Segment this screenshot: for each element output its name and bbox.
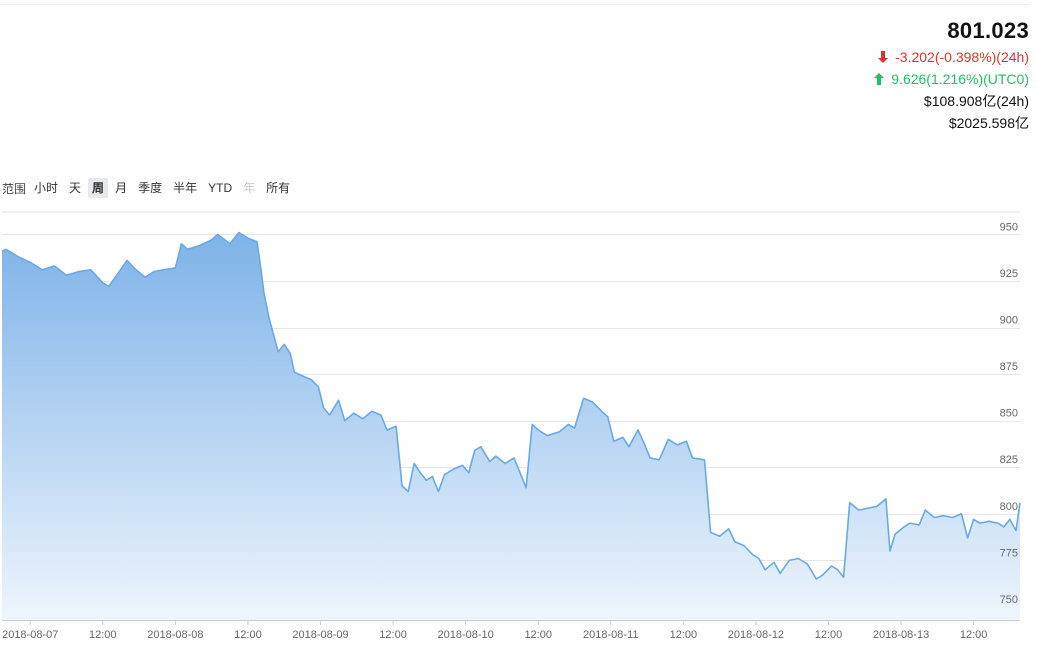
top-divider (0, 4, 1030, 5)
y-tick-label: 950 (1000, 221, 1018, 233)
x-tick-label: 2018-08-13 (873, 629, 929, 641)
x-tick-label: 2018-08-09 (292, 629, 348, 641)
x-tick-label: 12:00 (379, 629, 407, 641)
range-option-all[interactable]: 所有 (266, 181, 291, 195)
arrow-down-icon (878, 51, 889, 63)
range-option-week[interactable]: 周 (88, 178, 109, 198)
x-tick-label: 2018-08-10 (438, 629, 494, 641)
y-axis: 750 775 800 825 850 875 900 925 950 (1000, 221, 1018, 606)
series-area (2, 232, 1020, 620)
y-tick-label: 800 (1000, 501, 1018, 513)
range-selector: 范围 小时 天 周 月 季度 半年 YTD 年 所有 (2, 178, 297, 198)
range-option-hour[interactable]: 小时 (34, 181, 59, 195)
y-tick-label: 900 (1000, 315, 1018, 327)
x-tick-label: 12:00 (89, 629, 117, 641)
y-tick-label: 775 (1000, 547, 1018, 559)
price-chart[interactable]: 750 775 800 825 850 875 900 925 950 2018-08-07 12… (0, 205, 1030, 649)
range-option-month[interactable]: 月 (115, 181, 128, 195)
x-tick-label: 12:00 (815, 629, 843, 641)
x-axis: 2018-08-07 12:00 2018-08-08 12:00 2018-08-09… (2, 620, 987, 641)
range-option-day[interactable]: 天 (69, 181, 82, 195)
range-option-quarter[interactable]: 季度 (138, 181, 163, 195)
x-tick-label: 12:00 (960, 629, 988, 641)
range-option-half-year[interactable]: 半年 (173, 181, 198, 195)
y-tick-label: 925 (1000, 268, 1018, 280)
range-option-ytd[interactable]: YTD (208, 181, 233, 195)
range-option-year[interactable]: 年 (243, 181, 256, 195)
change-24h-value: -3.202(-0.398%)(24h) (895, 49, 1029, 65)
y-tick-label: 875 (1000, 361, 1018, 373)
current-price: 801.023 (947, 18, 1029, 43)
arrow-up-icon (874, 73, 885, 85)
x-tick-label: 12:00 (234, 629, 262, 641)
volume-24h: $108.908亿(24h) (923, 93, 1029, 109)
x-tick-label: 2018-08-07 (2, 629, 58, 641)
series-line (1, 231, 1021, 580)
x-tick-label: 2018-08-08 (147, 629, 203, 641)
x-tick-label: 12:00 (670, 629, 698, 641)
x-tick-label: 2018-08-12 (728, 629, 784, 641)
change-utc0: 9.626(1.216%)(UTC0) (873, 68, 1029, 90)
change-24h: -3.202(-0.398%)(24h) (873, 46, 1029, 68)
price-stats-panel: 801.023 -3.202(-0.398%)(24h) 9.626(1.216… (873, 16, 1029, 134)
range-label: 范围 (2, 181, 27, 196)
y-tick-label: 825 (1000, 454, 1018, 466)
y-tick-label: 750 (1000, 594, 1018, 606)
change-utc0-value: 9.626(1.216%)(UTC0) (891, 71, 1029, 87)
x-tick-label: 12:00 (524, 629, 552, 641)
y-tick-label: 850 (1000, 408, 1018, 420)
x-tick-label: 2018-08-11 (583, 629, 638, 641)
market-cap: $2025.598亿 (948, 115, 1029, 131)
